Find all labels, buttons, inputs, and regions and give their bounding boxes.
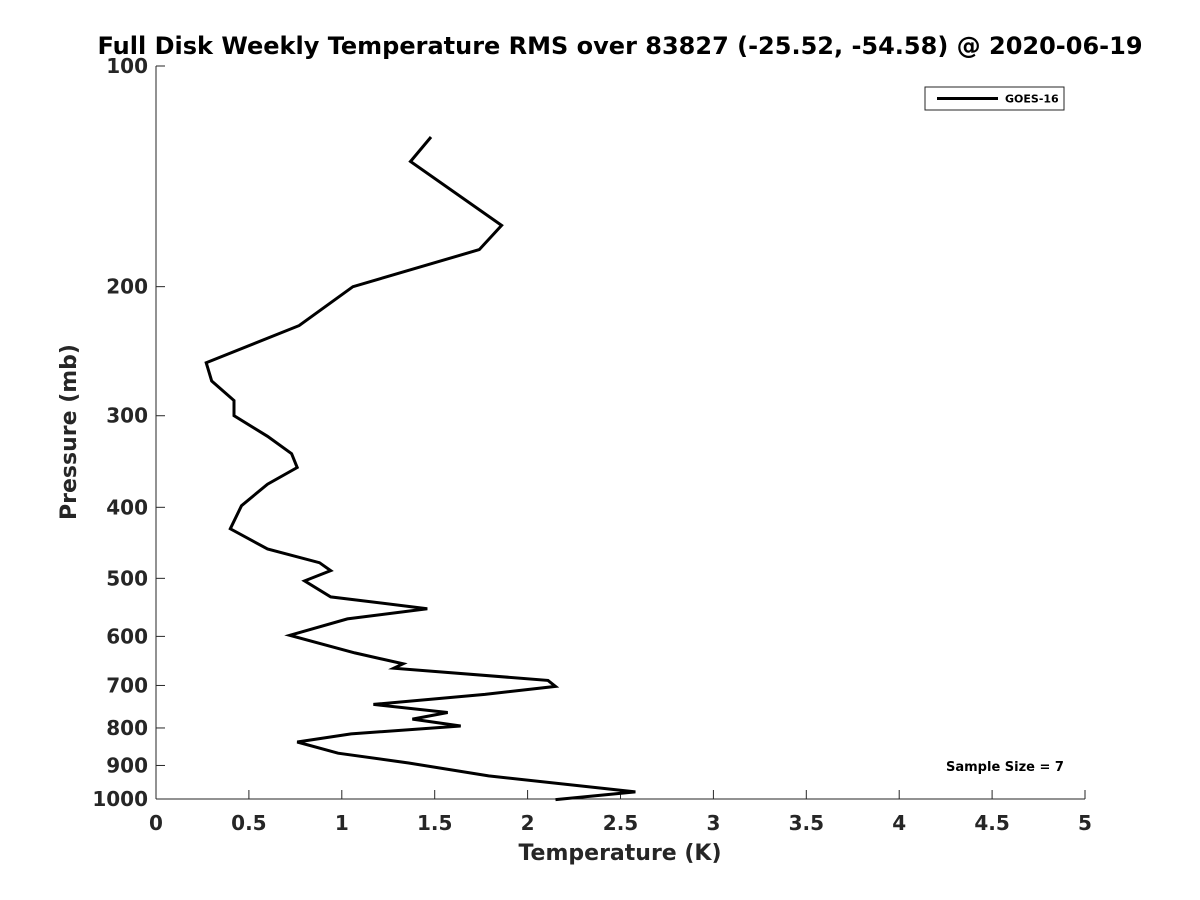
x-tick-label: 3 bbox=[706, 811, 720, 835]
x-tick-label: 5 bbox=[1078, 811, 1092, 835]
sample-size-annotation: Sample Size = 7 bbox=[946, 760, 1064, 775]
y-tick-label: 400 bbox=[106, 495, 148, 519]
y-tick-label: 300 bbox=[106, 404, 148, 428]
legend-label: GOES-16 bbox=[1005, 93, 1059, 106]
x-tick-label: 1.5 bbox=[417, 811, 452, 835]
y-tick-label: 1000 bbox=[92, 787, 148, 811]
x-tick-label: 2.5 bbox=[603, 811, 638, 835]
x-ticks: 0 0.5 1 1.5 2 2.5 3 3.5 4 4.5 5 bbox=[149, 790, 1092, 835]
x-tick-label: 2 bbox=[521, 811, 535, 835]
x-axis-label: Temperature (K) bbox=[518, 841, 721, 866]
series-line-goes-16 bbox=[204, 136, 636, 802]
plot-area bbox=[156, 66, 1085, 799]
x-tick-label: 1 bbox=[335, 811, 349, 835]
y-tick-label: 800 bbox=[106, 716, 148, 740]
y-axis-label: Pressure (mb) bbox=[57, 344, 82, 520]
y-ticks: 100 200 300 400 500 600 700 800 900 1000 bbox=[92, 54, 165, 811]
x-tick-label: 4.5 bbox=[974, 811, 1009, 835]
y-tick-label: 900 bbox=[106, 753, 148, 777]
y-tick-label: 500 bbox=[106, 566, 148, 590]
x-tick-label: 0.5 bbox=[231, 811, 266, 835]
y-tick-label: 200 bbox=[106, 275, 148, 299]
legend: GOES-16 bbox=[924, 86, 1065, 111]
x-tick-label: 0 bbox=[149, 811, 163, 835]
chart-title: Full Disk Weekly Temperature RMS over 83… bbox=[97, 32, 1142, 60]
x-tick-label: 4 bbox=[892, 811, 906, 835]
x-tick-label: 3.5 bbox=[789, 811, 824, 835]
y-tick-label: 600 bbox=[106, 624, 148, 648]
y-tick-label: 700 bbox=[106, 673, 148, 697]
y-tick-label: 100 bbox=[106, 54, 148, 78]
